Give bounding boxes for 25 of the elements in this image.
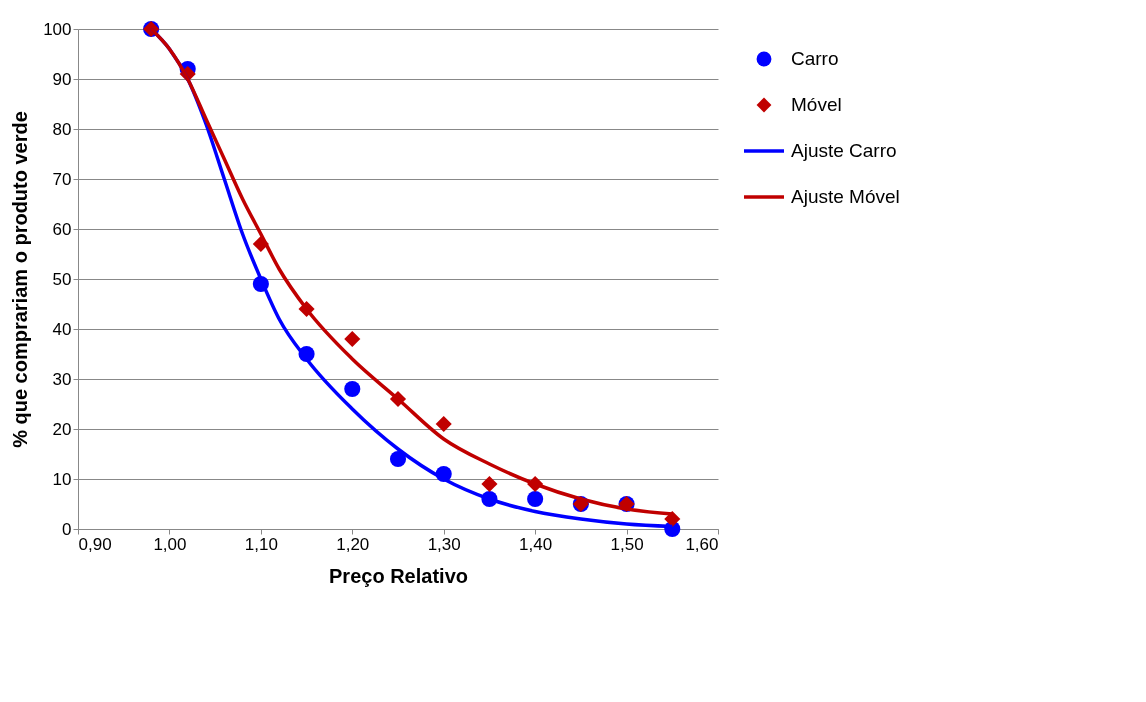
y-tick-label: 90 [52, 69, 72, 89]
y-tick-label: 0 [62, 519, 72, 539]
y-tick-label: 20 [52, 419, 72, 439]
x-tick-label: 1,60 [685, 534, 719, 554]
y-tick-label: 50 [52, 269, 72, 289]
x-tick-label: 1,00 [153, 534, 187, 554]
y-axis-title: % que comprariam o produto verde [9, 111, 32, 448]
legend-label: Carro [791, 48, 839, 69]
y-tick-label: 100 [43, 19, 72, 39]
x-tick-label: 1,50 [610, 534, 644, 554]
legend-label: Móvel [791, 94, 842, 115]
x-tick-label: 1,20 [336, 534, 370, 554]
y-tick-label: 70 [52, 169, 72, 189]
x-tick-label: 1,40 [519, 534, 553, 554]
x-tick-label: 0,90 [78, 534, 112, 554]
y-tick-label: 40 [52, 319, 72, 339]
legend-label: Ajuste Carro [791, 140, 897, 161]
x-tick-label: 1,10 [244, 534, 278, 554]
y-tick-label: 60 [52, 219, 72, 239]
y-tick-label: 80 [52, 119, 72, 139]
x-tick-label: 1,30 [427, 534, 461, 554]
y-tick-label: 30 [52, 369, 72, 389]
x-axis-title: Preço Relativo [329, 564, 468, 587]
y-tick-label: 10 [52, 469, 72, 489]
legend-label: Ajuste Móvel [791, 186, 900, 207]
